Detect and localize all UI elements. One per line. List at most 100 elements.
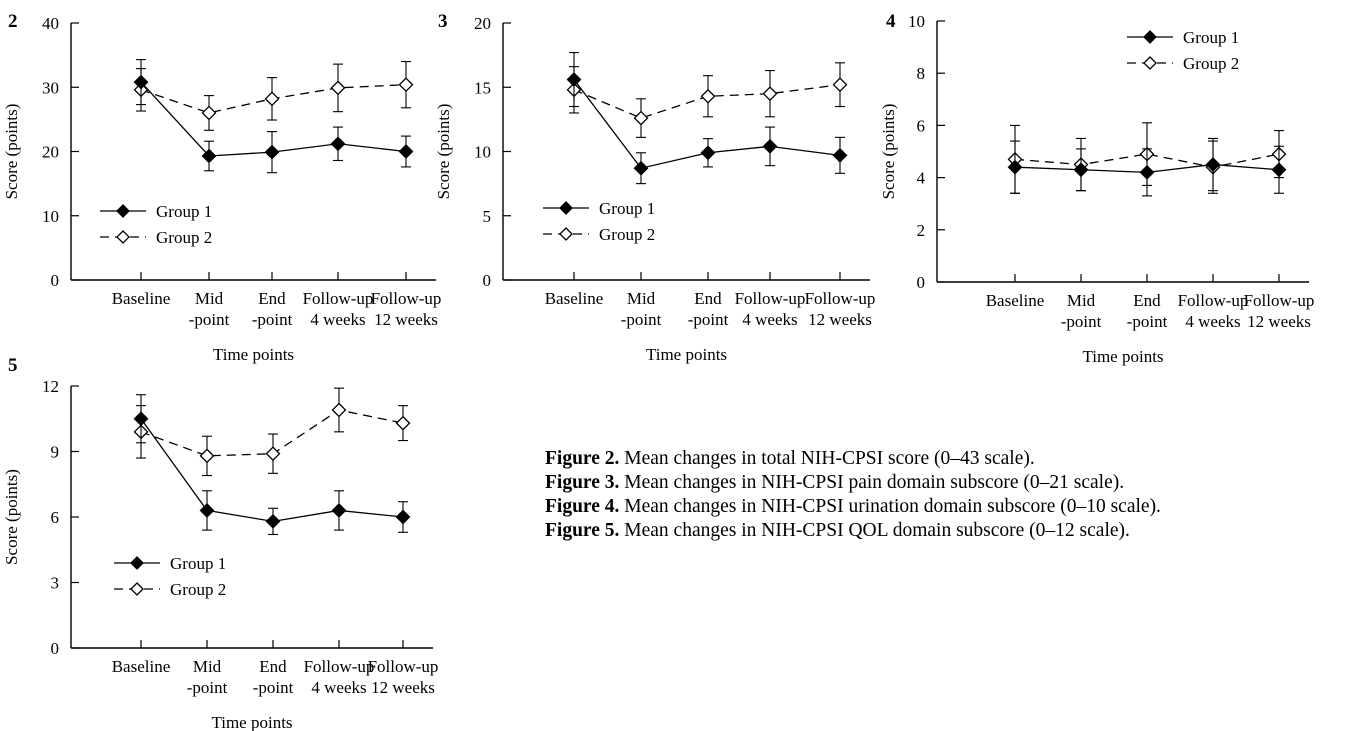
series-group-2 [133, 387, 411, 477]
x-tick-label: Follow-up 12 weeks [371, 289, 442, 329]
legend-marker [1143, 56, 1157, 70]
data-point [133, 411, 149, 427]
data-point [1205, 157, 1221, 172]
legend-label: Group 1 [170, 554, 226, 573]
data-point [398, 144, 414, 159]
data-point [201, 148, 217, 164]
data-point [199, 503, 215, 518]
y-axis-title: Score (points) [2, 469, 21, 565]
data-point [633, 110, 649, 126]
panel-label: 3 [438, 11, 448, 32]
data-point [566, 72, 582, 87]
data-point [330, 80, 346, 96]
legend-marker [116, 204, 130, 218]
x-tick-label: Mid -point [1061, 291, 1102, 331]
y-axis-title: Score (points) [2, 104, 21, 200]
x-tick-label: End -point [688, 289, 729, 329]
y-tick-label: 4 [917, 169, 926, 188]
y-tick-label: 2 [917, 221, 926, 240]
series-group-1 [1007, 137, 1287, 197]
y-tick-label: 3 [51, 574, 60, 593]
x-tick-label: Follow-up 12 weeks [368, 657, 439, 697]
x-tick-label: Follow-up 4 weeks [735, 289, 806, 329]
y-tick-label: 0 [51, 639, 60, 658]
data-point [264, 91, 280, 107]
data-point [199, 448, 215, 464]
y-tick-label: 5 [483, 207, 492, 226]
x-tick-label: Baseline [112, 289, 171, 308]
data-point [331, 503, 347, 518]
y-tick-label: 12 [42, 377, 59, 396]
data-point [265, 446, 281, 462]
y-tick-label: 40 [42, 14, 59, 33]
data-point [832, 77, 848, 93]
legend-label: Group 1 [156, 202, 212, 221]
panel-label: 2 [8, 11, 18, 32]
x-tick-label: Baseline [986, 291, 1045, 310]
panel-label: 5 [8, 355, 18, 376]
caption-figure-2: Figure 2. Mean changes in total NIH-CPSI… [545, 448, 1035, 469]
data-point [395, 509, 411, 525]
legend-label: Group 1 [1183, 28, 1239, 47]
y-tick-label: 8 [917, 64, 926, 83]
data-point [265, 513, 281, 529]
legend-marker [116, 230, 130, 244]
y-tick-label: 30 [42, 78, 59, 97]
caption-figure-4: Figure 4. Mean changes in NIH-CPSI urina… [545, 496, 1161, 517]
data-point [331, 402, 347, 418]
y-tick-label: 0 [51, 271, 60, 290]
legend: Group 1 Group 2 [1127, 28, 1239, 73]
x-tick-label: Follow-up 4 weeks [303, 289, 374, 329]
x-tick-label: Mid -point [187, 657, 228, 697]
legend-label: Group 2 [170, 580, 226, 599]
caption-figure-3: Figure 3. Mean changes in NIH-CPSI pain … [545, 472, 1125, 493]
y-tick-label: 6 [917, 116, 926, 135]
x-axis-title: Time points [646, 345, 727, 364]
data-point [762, 86, 778, 102]
x-tick-label: Mid -point [621, 289, 662, 329]
series-group-1 [133, 394, 411, 536]
legend-marker [559, 227, 573, 241]
legend-marker [559, 201, 573, 215]
x-axis-title: Time points [1082, 347, 1163, 366]
y-tick-label: 10 [42, 207, 59, 226]
data-point [1271, 162, 1287, 178]
x-tick-label: Follow-up 4 weeks [1178, 291, 1249, 331]
x-axis-title: Time points [213, 345, 294, 364]
y-tick-label: 0 [483, 271, 492, 290]
x-tick-label: End -point [253, 657, 294, 697]
legend-marker [130, 582, 144, 596]
legend-label: Group 2 [1183, 54, 1239, 73]
y-tick-label: 20 [474, 14, 491, 33]
data-point [1073, 162, 1089, 178]
legend-marker [130, 556, 144, 570]
x-tick-label: Follow-up 12 weeks [1244, 291, 1315, 331]
series-group-1 [566, 52, 848, 185]
y-axis-title: Score (points) [879, 104, 898, 200]
data-point [330, 136, 346, 152]
data-point [398, 77, 414, 93]
x-tick-label: Follow-up 4 weeks [304, 657, 375, 697]
legend-label: Group 1 [599, 199, 655, 218]
data-point [201, 105, 217, 121]
x-tick-label: Baseline [112, 657, 171, 676]
data-point [700, 88, 716, 104]
legend-label: Group 2 [599, 225, 655, 244]
data-point [700, 145, 716, 161]
y-tick-label: 9 [51, 443, 60, 462]
y-tick-label: 0 [917, 273, 926, 292]
x-tick-label: Mid -point [189, 289, 230, 329]
data-point [133, 74, 149, 90]
x-tick-label: Follow-up 12 weeks [805, 289, 876, 329]
caption-figure-5: Figure 5. Mean changes in NIH-CPSI QOL d… [545, 520, 1130, 541]
figure-captions: Figure 2. Mean changes in total NIH-CPSI… [545, 447, 1161, 543]
legend: Group 1 Group 2 [543, 199, 655, 244]
legend: Group 1 Group 2 [114, 554, 226, 599]
panel-label: 4 [886, 11, 896, 32]
x-tick-label: End -point [1127, 291, 1168, 331]
series-group-1 [133, 59, 414, 174]
